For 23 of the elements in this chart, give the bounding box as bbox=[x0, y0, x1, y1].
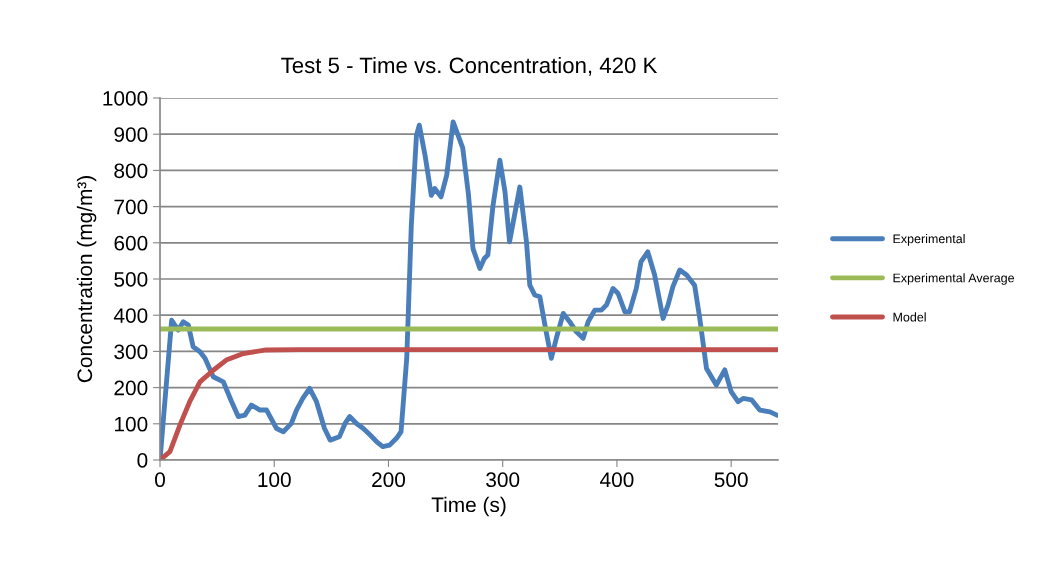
y-tick-label: 700 bbox=[114, 199, 148, 215]
y-tick-label: 200 bbox=[114, 380, 148, 396]
y-axis-title: Concentration (mg/m³) bbox=[76, 176, 97, 383]
x-tick-label: 0 bbox=[155, 472, 165, 488]
y-tick-label: 0 bbox=[137, 453, 148, 468]
y-tick-label: 900 bbox=[114, 127, 148, 142]
x-tick-label: 200 bbox=[372, 472, 406, 488]
x-tick-label: 300 bbox=[486, 472, 520, 488]
chart-title: Test 5 - Time vs. Concentration, 420 K bbox=[281, 56, 658, 76]
y-tick-label: 400 bbox=[113, 308, 148, 323]
x-tick-label: 500 bbox=[714, 472, 748, 488]
y-tick-label: 600 bbox=[114, 235, 148, 251]
x-axis-title: Time (s) bbox=[431, 496, 506, 517]
legend-label: Experimental bbox=[893, 234, 965, 246]
legend-label: Model bbox=[893, 312, 926, 322]
x-tick-label: 400 bbox=[600, 472, 634, 488]
y-tick-label: 300 bbox=[114, 344, 148, 360]
y-tick-label: 800 bbox=[114, 163, 148, 179]
x-tick-label: 100 bbox=[258, 472, 291, 488]
legend-label: Experimental Average bbox=[893, 273, 1015, 285]
y-tick-label: 1000 bbox=[103, 91, 148, 106]
y-tick-label: 100 bbox=[115, 416, 148, 432]
y-tick-label: 500 bbox=[114, 272, 148, 287]
